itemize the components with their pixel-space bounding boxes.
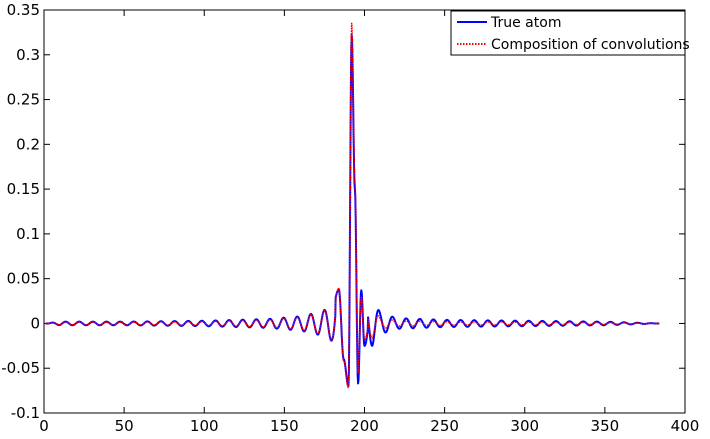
y-axis-ticks: -0.1 -0.05 0 0.05 0.1 0.15 0.2 0.25 0.3 0.35 — [1, 1, 685, 422]
series-layer — [45, 22, 660, 389]
y-tick-label: 0.2 — [16, 135, 40, 153]
y-tick-label: 0 — [30, 314, 40, 332]
legend-box — [450, 10, 686, 56]
legend-label-composition: Composition of convolutions — [491, 37, 690, 53]
plot-area — [43, 9, 686, 414]
y-tick-label: 0.05 — [7, 270, 40, 288]
x-axis-ticks: 0 50 100 150 200 250 300 350 400 — [39, 10, 699, 435]
y-tick-label: 0.15 — [7, 180, 40, 198]
x-tick-label: 350 — [591, 417, 620, 435]
y-tick-label: -0.1 — [11, 404, 40, 422]
x-tick-label: 100 — [190, 417, 219, 435]
x-tick-label: 0 — [39, 417, 49, 435]
y-tick-label: -0.05 — [1, 359, 40, 377]
x-tick-label: 250 — [430, 417, 459, 435]
y-tick-label: 0.3 — [16, 46, 40, 64]
y-tick-label: 0.35 — [7, 1, 40, 19]
x-tick-label: 300 — [510, 417, 539, 435]
legend-label-true-atom: True atom — [490, 15, 561, 31]
y-tick-label: 0.25 — [7, 91, 40, 109]
x-tick-label: 150 — [270, 417, 299, 435]
y-tick-label: 0.1 — [16, 225, 40, 243]
legend: True atom Composition of convolutions — [450, 10, 690, 56]
series-line-1 — [45, 22, 660, 389]
x-tick-label: 200 — [350, 417, 379, 435]
x-tick-label: 50 — [115, 417, 134, 435]
x-tick-label: 400 — [671, 417, 700, 435]
